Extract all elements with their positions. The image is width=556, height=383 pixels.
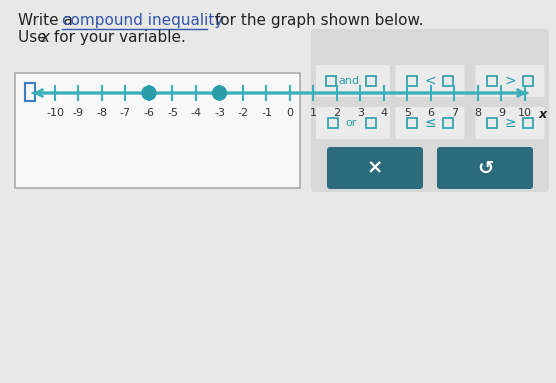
Text: <: < bbox=[424, 74, 436, 88]
Circle shape bbox=[142, 86, 156, 100]
Circle shape bbox=[212, 86, 226, 100]
Text: Write a: Write a bbox=[18, 13, 78, 28]
Text: -6: -6 bbox=[143, 108, 155, 118]
Text: x: x bbox=[539, 108, 547, 121]
Text: 6: 6 bbox=[428, 108, 434, 118]
Text: 8: 8 bbox=[474, 108, 481, 118]
FancyBboxPatch shape bbox=[475, 107, 544, 139]
Text: for the graph shown below.: for the graph shown below. bbox=[210, 13, 424, 28]
FancyBboxPatch shape bbox=[311, 29, 549, 192]
Text: ≥: ≥ bbox=[504, 116, 516, 130]
Text: 4: 4 bbox=[380, 108, 388, 118]
Text: 0: 0 bbox=[286, 108, 294, 118]
Text: 1: 1 bbox=[310, 108, 317, 118]
Text: compound inequality: compound inequality bbox=[62, 13, 224, 28]
Text: >: > bbox=[504, 74, 516, 88]
FancyBboxPatch shape bbox=[475, 65, 544, 97]
Text: -9: -9 bbox=[73, 108, 84, 118]
Text: -5: -5 bbox=[167, 108, 178, 118]
FancyBboxPatch shape bbox=[316, 65, 390, 97]
Text: 3: 3 bbox=[357, 108, 364, 118]
Text: or: or bbox=[345, 118, 357, 128]
Text: -1: -1 bbox=[261, 108, 272, 118]
Text: for your variable.: for your variable. bbox=[49, 30, 186, 45]
Text: 7: 7 bbox=[451, 108, 458, 118]
FancyBboxPatch shape bbox=[395, 65, 464, 97]
FancyBboxPatch shape bbox=[395, 107, 464, 139]
Text: -10: -10 bbox=[46, 108, 64, 118]
FancyBboxPatch shape bbox=[327, 147, 423, 189]
Text: Use: Use bbox=[18, 30, 52, 45]
Text: -4: -4 bbox=[191, 108, 202, 118]
Text: ≤: ≤ bbox=[424, 116, 436, 130]
Text: and: and bbox=[339, 76, 360, 86]
Text: -3: -3 bbox=[214, 108, 225, 118]
Text: ↺: ↺ bbox=[477, 159, 493, 177]
Text: -7: -7 bbox=[120, 108, 131, 118]
Text: x: x bbox=[40, 30, 49, 45]
Text: 9: 9 bbox=[498, 108, 505, 118]
Text: 2: 2 bbox=[334, 108, 341, 118]
FancyBboxPatch shape bbox=[437, 147, 533, 189]
Text: 10: 10 bbox=[518, 108, 532, 118]
FancyBboxPatch shape bbox=[316, 107, 390, 139]
Text: -8: -8 bbox=[96, 108, 107, 118]
Text: 5: 5 bbox=[404, 108, 411, 118]
Text: ×: × bbox=[367, 159, 383, 177]
Text: -2: -2 bbox=[237, 108, 249, 118]
FancyBboxPatch shape bbox=[15, 73, 300, 188]
